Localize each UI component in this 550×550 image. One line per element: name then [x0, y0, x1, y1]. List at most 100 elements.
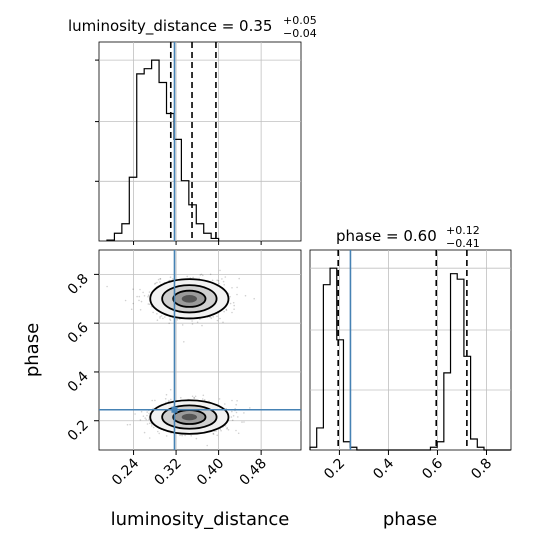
- scatter-point: [231, 287, 233, 289]
- scatter-point: [193, 397, 196, 399]
- scatter-point: [151, 425, 153, 427]
- scatter-point: [209, 273, 212, 276]
- scatter-point: [227, 429, 230, 431]
- scatter-point: [229, 302, 232, 305]
- scatter-point: [168, 399, 170, 402]
- scatter-point: [140, 300, 143, 303]
- scatter-point: [202, 394, 205, 397]
- scatter-point: [170, 398, 172, 401]
- scatter-point: [154, 282, 157, 285]
- scatter-point: [201, 398, 204, 400]
- scatter-point: [210, 317, 213, 320]
- scatter-point: [138, 299, 140, 302]
- scatter-point: [147, 295, 149, 298]
- scatter-point: [158, 432, 160, 435]
- scatter-point: [151, 399, 153, 402]
- scatter-point: [169, 388, 172, 391]
- scatter-point: [216, 434, 218, 437]
- x-tick-label-phase-2: 0.6: [419, 455, 446, 482]
- scatter-point: [216, 319, 219, 322]
- scatter-point: [232, 301, 235, 304]
- scatter-point: [191, 320, 193, 322]
- scatter-point: [219, 269, 221, 272]
- scatter-point: [148, 422, 151, 425]
- scatter-point: [220, 429, 222, 432]
- scatter-point: [159, 281, 161, 283]
- scatter-point: [203, 399, 206, 401]
- scatter-point: [244, 294, 247, 297]
- joint-truth-marker: [171, 406, 178, 413]
- y-tick-label-phase-3: 0.8: [65, 271, 92, 298]
- title-phase-err-minus: −0.41: [446, 237, 480, 250]
- scatter-point: [184, 434, 186, 437]
- hist-panel-luminosity-distance: [95, 41, 302, 242]
- scatter-point: [226, 428, 228, 430]
- x-tick-label-phase-1: 0.4: [370, 455, 397, 482]
- scatter-point: [159, 278, 162, 280]
- scatter-point: [211, 279, 214, 282]
- scatter-point: [139, 419, 142, 421]
- scatter-point: [200, 273, 203, 276]
- scatter-point: [253, 297, 255, 300]
- scatter-point: [238, 277, 240, 280]
- scatter-point: [162, 317, 164, 320]
- scatter-point: [199, 274, 202, 276]
- scatter-point: [231, 419, 234, 422]
- scatter-point: [236, 293, 238, 296]
- scatter-point: [181, 434, 183, 437]
- scatter-point: [147, 294, 150, 297]
- scatter-point: [215, 430, 217, 432]
- scatter-point: [181, 324, 184, 326]
- scatter-point: [206, 444, 208, 447]
- scatter-point: [146, 414, 148, 417]
- scatter-point: [243, 412, 245, 414]
- x-tick-label-luminosity-distance-0: 0.24: [109, 455, 142, 488]
- scatter-point: [224, 425, 227, 427]
- scatter-point: [224, 403, 226, 405]
- scatter-point: [224, 276, 227, 278]
- scatter-point: [179, 434, 181, 437]
- scatter-point: [221, 278, 223, 280]
- scatter-point: [142, 291, 144, 294]
- scatter-point: [139, 309, 142, 311]
- scatter-point: [193, 396, 195, 399]
- scatter-point: [222, 321, 224, 324]
- scatter-point: [144, 417, 146, 419]
- title-luminosity-distance: luminosity_distance = 0.35: [68, 17, 272, 36]
- scatter-point: [237, 432, 240, 435]
- scatter-point: [168, 322, 170, 325]
- scatter-point: [176, 319, 179, 321]
- scatter-point: [154, 399, 156, 402]
- joint-panel: [98, 249, 302, 451]
- scatter-point: [218, 282, 220, 285]
- scatter-point: [169, 318, 171, 320]
- scatter-point: [222, 280, 225, 283]
- scatter-point: [191, 323, 194, 325]
- hist-panel-phase: [309, 249, 512, 451]
- scatter-point: [216, 315, 218, 318]
- scatter-point: [169, 276, 172, 279]
- x-tick-label-luminosity-distance-2: 0.40: [194, 456, 227, 489]
- y-tick-label-phase-0: 0.2: [65, 417, 92, 444]
- scatter-point: [165, 435, 168, 437]
- scatter-point: [146, 423, 149, 425]
- scatter-point: [223, 310, 225, 313]
- scatter-point: [237, 416, 239, 418]
- scatter-point: [106, 285, 108, 288]
- hist-step-phase: [309, 267, 511, 451]
- scatter-point: [142, 415, 145, 418]
- scatter-point: [124, 299, 127, 302]
- x-tick-label-luminosity-distance-1: 0.32: [152, 456, 185, 489]
- scatter-point: [225, 308, 228, 311]
- scatter-point: [136, 295, 138, 298]
- scatter-point: [232, 415, 235, 417]
- scatter-point: [231, 311, 233, 314]
- y-tick-label-phase-2: 0.6: [65, 320, 92, 347]
- scatter-point: [191, 395, 194, 398]
- x-axis-label-phase: phase: [383, 509, 437, 530]
- scatter-point: [219, 428, 222, 431]
- scatter-point: [231, 410, 233, 413]
- scatter-point: [130, 308, 133, 311]
- scatter-point: [139, 288, 141, 291]
- scatter-point: [209, 316, 212, 318]
